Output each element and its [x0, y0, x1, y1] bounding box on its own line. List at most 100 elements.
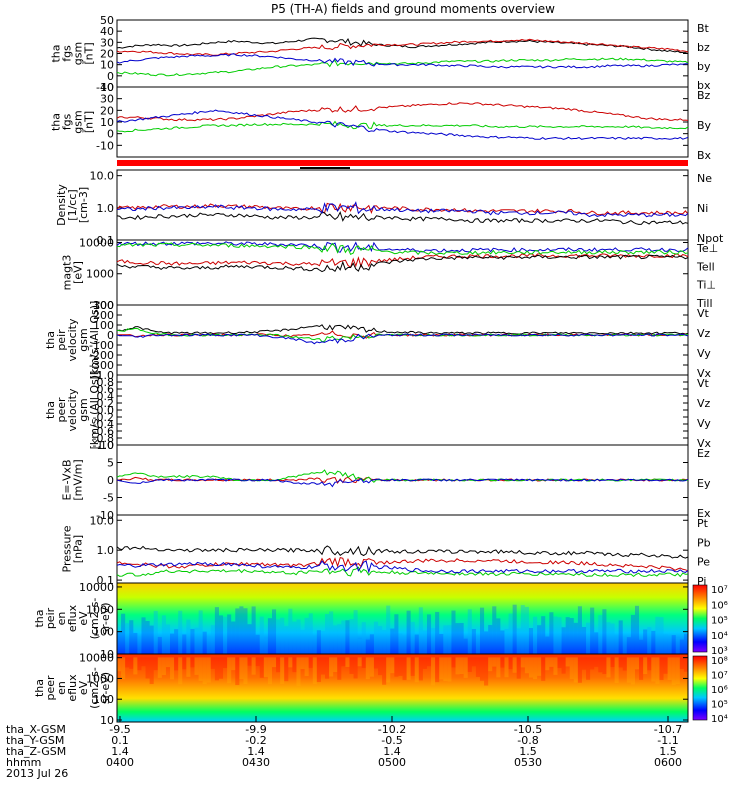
spectrogram-texture	[533, 657, 538, 680]
x-tick-label: 1.5	[659, 745, 677, 758]
spectrogram-texture	[435, 611, 440, 654]
colorbar-label: 10⁵	[711, 616, 728, 627]
legend-Te⊥: Te⊥	[696, 242, 718, 255]
spectrogram-texture	[431, 657, 436, 686]
y-tick-label: 5	[107, 457, 114, 470]
y-tick-label: -1.0	[93, 439, 114, 452]
spectrogram-texture	[247, 624, 252, 654]
spectrogram-texture	[271, 609, 277, 654]
legend-Npot: Npot	[697, 232, 724, 245]
spectrogram-texture	[447, 657, 452, 682]
spectrogram-texture	[206, 637, 211, 654]
series-Ne	[116, 202, 689, 216]
spectrogram-texture	[594, 657, 599, 667]
spectrogram-texture	[133, 632, 138, 654]
spectrogram-texture	[316, 657, 321, 683]
spectrogram-texture	[431, 628, 436, 654]
spectrogram-texture	[545, 636, 550, 654]
spectrogram-texture	[659, 617, 664, 654]
spectrogram-texture	[235, 608, 240, 654]
y-label-line: gsm	[72, 42, 85, 65]
spectrogram-texture	[520, 605, 525, 654]
x-tick-label: 0600	[654, 756, 682, 769]
spectrogram-texture	[463, 657, 468, 678]
spectrogram-texture	[618, 657, 623, 668]
spectrogram-texture	[577, 657, 582, 683]
y-label-line: [nPa]	[72, 535, 85, 563]
spectrogram-texture	[276, 657, 281, 673]
spectrogram-10	[117, 654, 688, 722]
spectrogram-texture	[581, 626, 587, 654]
y-tick-label: 0	[107, 128, 114, 141]
y-tick-label: 1000	[86, 672, 114, 685]
y-tick-label: 40	[100, 81, 114, 94]
colorbar-label: 10⁴	[711, 631, 728, 642]
series-Pt	[116, 545, 689, 559]
spectrogram-texture	[149, 657, 154, 685]
spectrogram-texture	[467, 609, 472, 654]
spectrogram-texture	[663, 657, 668, 674]
spectrogram-texture	[288, 657, 293, 668]
colorbar-9	[692, 584, 708, 653]
spectrogram-texture	[675, 657, 680, 685]
spectrogram-texture	[622, 636, 627, 654]
x-tick-label: 1.4	[383, 745, 401, 758]
y-tick-label: -200	[89, 349, 114, 362]
spectrogram-texture	[479, 607, 485, 654]
spectrogram-texture	[288, 608, 293, 654]
legend-Ti⊥: Ti⊥	[696, 279, 716, 292]
legend-Pb: Pb	[697, 536, 711, 549]
y-label-line: peer	[44, 675, 57, 701]
spectrogram-texture	[655, 616, 660, 654]
legend-Ey: Ey	[697, 477, 711, 490]
series-Pb	[116, 556, 689, 572]
spectrogram-texture	[170, 633, 175, 654]
spectrogram-texture	[422, 630, 427, 654]
spectrogram-texture	[435, 657, 440, 683]
y-label-line: tha	[44, 401, 57, 419]
colorbar-label: 10⁴	[711, 714, 728, 725]
spectrogram-texture	[410, 657, 415, 676]
y-tick-label: 50	[100, 14, 114, 27]
y-tick-label: -10	[96, 509, 114, 522]
y-label-line: [km/s (All Qs)]	[88, 301, 101, 380]
spectrogram-texture	[153, 610, 158, 654]
y-label-line: tha	[33, 609, 46, 627]
spectrogram-texture	[353, 657, 358, 679]
figure-title: P5 (TH-A) fields and ground moments over…	[271, 2, 555, 16]
spectrogram-texture	[667, 635, 672, 654]
spectrogram-texture	[157, 657, 162, 678]
y-label-line: tha	[44, 331, 57, 349]
y-tick-label: 0.8	[97, 376, 115, 389]
y-label-line: [eV]	[72, 261, 85, 284]
spectrogram-texture	[533, 616, 538, 654]
spectrogram-texture	[125, 623, 130, 654]
legend-By: By	[697, 119, 712, 132]
spectrogram-texture	[541, 616, 546, 654]
y-label-line: eV	[77, 611, 90, 626]
spectrogram-texture	[349, 619, 354, 654]
spectrogram-texture	[178, 610, 183, 654]
spectrogram-texture	[553, 657, 558, 675]
spectrogram-texture	[280, 657, 285, 684]
spectrogram-texture	[651, 630, 656, 654]
spectrogram-texture	[386, 605, 391, 654]
spectrogram-texture	[170, 657, 175, 680]
spectrogram-texture	[549, 612, 554, 654]
spectrogram-texture	[410, 621, 415, 654]
spectrogram-texture	[451, 657, 456, 668]
spectrogram-texture	[655, 657, 660, 684]
spectrogram-texture	[182, 657, 187, 670]
panel-10: 10⁴ 10⁵ 10⁶ 10⁷ 10⁸ 10 100 1000 10000 thapeerenef…	[33, 652, 728, 727]
spectrogram-texture	[308, 613, 313, 654]
y-label-line: tha	[50, 113, 63, 131]
spectrogram-texture	[280, 617, 285, 654]
legend-Vt: Vt	[697, 307, 710, 320]
spectrogram-texture	[647, 627, 652, 654]
spectrogram-texture	[382, 630, 387, 654]
legend-Bt: Bt	[697, 22, 710, 35]
spectrogram-texture	[479, 657, 485, 681]
spectrogram-texture	[679, 639, 684, 654]
